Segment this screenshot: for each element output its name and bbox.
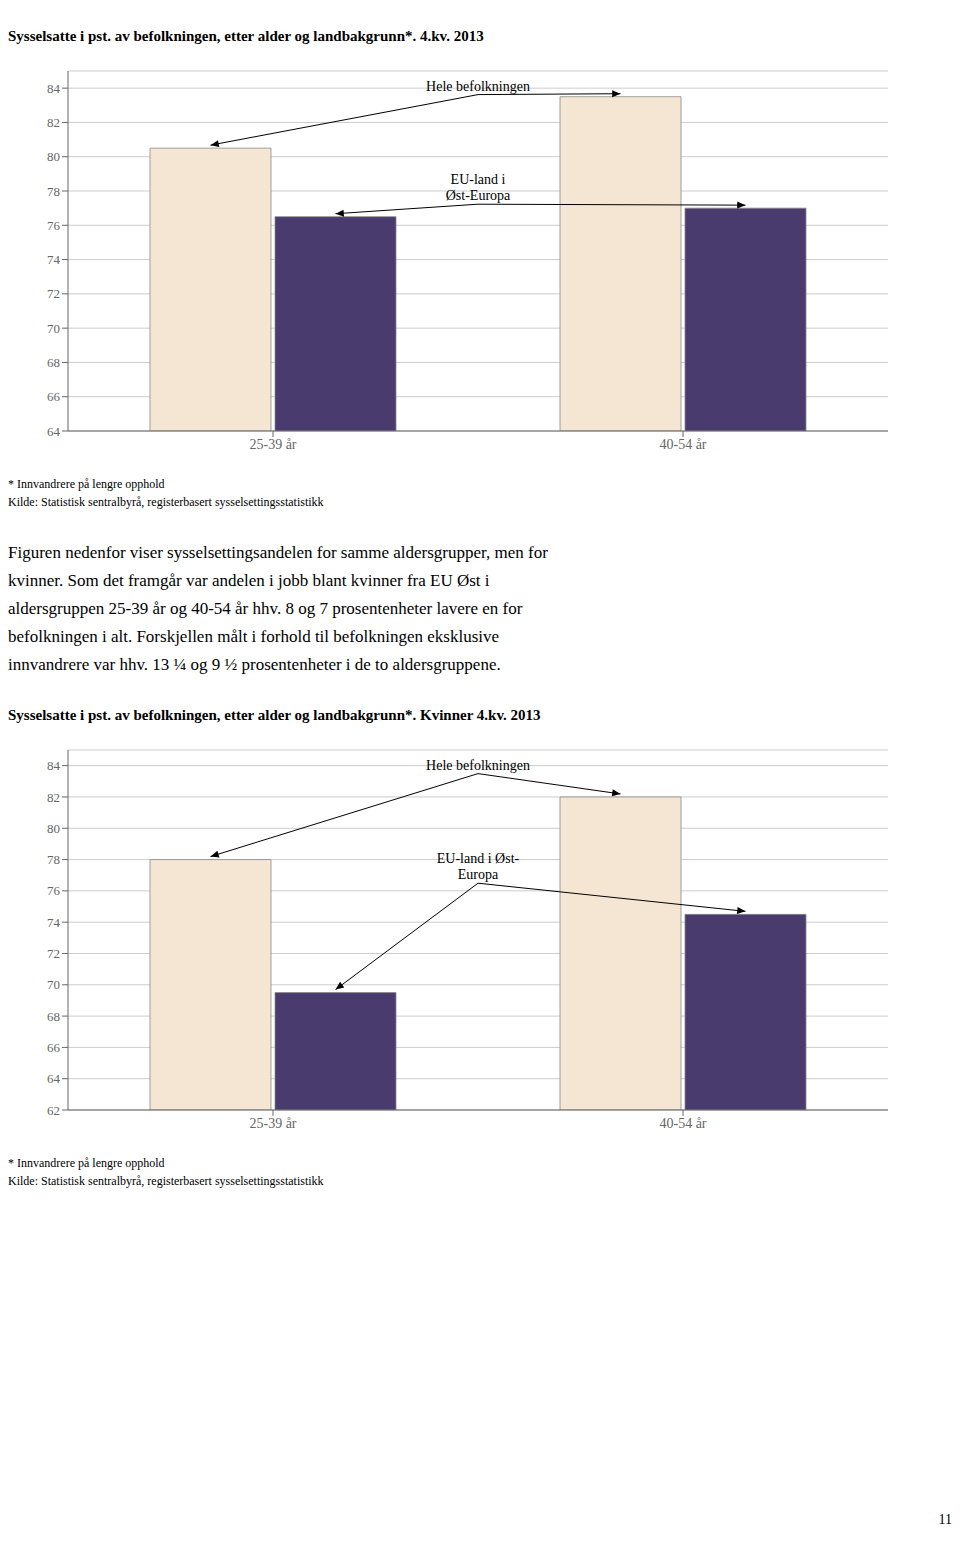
svg-text:66: 66 [47,389,61,404]
html-text:11: 11 [938,1512,952,1527]
svg-text:74: 74 [47,915,61,930]
svg-text:25-39 år: 25-39 år [249,437,296,452]
svg-text:EU-land iØst-Europa: EU-land iØst-Europa [446,172,511,203]
html-text:aldersgruppen 25-39 år og 40-5: aldersgruppen 25-39 år og 40-54 år hhv. … [8,599,523,618]
html-text:Sysselsatte i pst. av befolkni: Sysselsatte i pst. av befolkningen, ette… [8,28,484,44]
svg-text:82: 82 [47,790,60,805]
svg-text:64: 64 [47,1071,61,1086]
html-text:* Innvandrere på lengre opphol: * Innvandrere på lengre opphold [8,477,165,491]
html-text:Kilde: Statistisk sentralbyrå,: Kilde: Statistisk sentralbyrå, registerb… [8,1174,324,1188]
svg-text:66: 66 [47,1040,61,1055]
svg-text:76: 76 [47,218,61,233]
svg-text:76: 76 [47,883,61,898]
svg-text:84: 84 [47,81,61,96]
svg-text:72: 72 [47,286,60,301]
svg-text:78: 78 [47,852,60,867]
html-text:Sysselsatte i pst. av befolkni: Sysselsatte i pst. av befolkningen, ette… [8,707,541,723]
svg-text:EU-land i Øst-Europa: EU-land i Øst-Europa [437,851,520,882]
svg-text:25-39 år: 25-39 år [249,1116,296,1131]
html-text:Kilde: Statistisk sentralbyrå,: Kilde: Statistisk sentralbyrå, registerb… [8,495,324,509]
html-text:* Innvandrere på lengre opphol: * Innvandrere på lengre opphold [8,1156,165,1170]
svg-text:64: 64 [47,424,61,439]
svg-text:70: 70 [47,977,60,992]
svg-text:Hele befolkningen: Hele befolkningen [426,758,530,773]
html-text:innvandrere var hhv. 13 ¼ og 9: innvandrere var hhv. 13 ¼ og 9 ½ prosent… [8,655,501,674]
svg-text:72: 72 [47,946,60,961]
svg-text:78: 78 [47,184,60,199]
svg-text:84: 84 [47,758,61,773]
svg-text:80: 80 [47,149,60,164]
svg-text:40-54 år: 40-54 år [659,1116,706,1131]
svg-text:Hele befolkningen: Hele befolkningen [426,79,530,94]
html-text:befolkningen i alt. Forskjelle: befolkningen i alt. Forskjellen målt i f… [8,627,499,646]
svg-text:74: 74 [47,252,61,267]
svg-text:62: 62 [47,1103,60,1118]
svg-text:68: 68 [47,1009,60,1024]
html-text:kvinner. Som det framgår var a: kvinner. Som det framgår var andelen i j… [8,571,490,590]
svg-text:70: 70 [47,321,60,336]
svg-text:68: 68 [47,355,60,370]
svg-text:40-54 år: 40-54 år [659,437,706,452]
svg-text:80: 80 [47,821,60,836]
svg-text:82: 82 [47,115,60,130]
html-text:Figuren nedenfor viser syssels: Figuren nedenfor viser sysselsettingsand… [8,543,548,562]
